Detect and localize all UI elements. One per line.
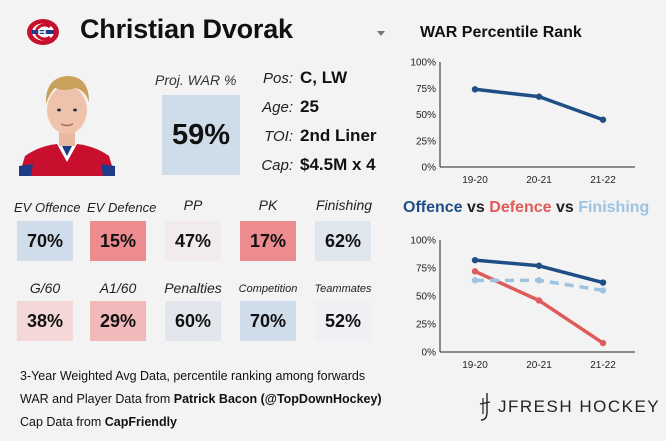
pk-label: PK: [258, 197, 278, 213]
brand-name: JFRESH HOCKEY: [498, 397, 661, 416]
y-tick-label: 25%: [416, 320, 436, 331]
title-finishing: Finishing: [578, 199, 650, 216]
y-tick-label: 50%: [416, 292, 436, 303]
war-percentile-chart: 0% 25% 50% 75% 100% 19-20 20-21 21-22: [410, 58, 635, 186]
x-tick-label: 21-22: [590, 360, 616, 370]
position-label: Pos:: [262, 70, 293, 87]
y-tick-label: 100%: [410, 236, 436, 247]
title-defence: Defence: [489, 199, 552, 216]
data-point-finishing: [471, 277, 479, 284]
penalties-label: Penalties: [164, 280, 222, 296]
caret-down-icon[interactable]: [377, 31, 385, 36]
proj-war-value: 59%: [162, 95, 240, 175]
data-point-war: [471, 86, 479, 93]
x-tick-label: 19-20: [462, 175, 488, 186]
x-tick-label: 21-22: [590, 175, 616, 186]
g60-value: 38%: [17, 301, 73, 341]
title-vs-1: vs: [462, 199, 490, 216]
teammates-label: Teammates: [314, 283, 372, 295]
title-vs-2: vs: [551, 199, 579, 216]
footer-cap-credit: CapFriendly: [104, 415, 178, 429]
y-tick-label: 50%: [416, 110, 436, 121]
y-tick-label: 75%: [416, 264, 436, 275]
data-point-finishing: [599, 287, 607, 294]
footer-note: 3-Year Weighted Avg Data, percentile ran…: [20, 369, 366, 383]
data-point-offence: [535, 262, 543, 269]
y-tick-label: 0%: [422, 163, 437, 174]
ev-defence-label: EV Defence: [87, 200, 157, 215]
ev-defence-value: 15%: [90, 221, 146, 261]
data-point-war: [535, 93, 543, 100]
footer-cap-prefix: Cap Data from: [20, 415, 105, 429]
position-value: C, LW: [300, 68, 348, 87]
data-point-defence: [535, 297, 543, 304]
pp-label: PP: [183, 197, 203, 213]
war-chart-title: WAR Percentile Rank: [420, 24, 582, 41]
finishing-value: 62%: [315, 221, 371, 261]
ev-offence-label: EV Offence: [14, 200, 81, 215]
pk-value: 17%: [240, 221, 296, 261]
toi-value: 2nd Liner: [300, 126, 377, 145]
brand: JFRESH HOCKEY: [478, 392, 660, 422]
pp-value: 47%: [165, 221, 221, 261]
toi-label: TOI:: [264, 128, 293, 145]
age-label: Age:: [262, 99, 293, 116]
y-tick-label: 0%: [422, 348, 437, 359]
footer-war-prefix: WAR and Player Data from: [20, 392, 174, 406]
competition-label: Competition: [238, 283, 298, 295]
cap-value: $4.5M x 4: [300, 155, 376, 174]
ev-offence-value: 70%: [17, 221, 73, 261]
data-point-war: [599, 116, 607, 123]
footer-war-source: WAR and Player Data from Patrick Bacon (…: [20, 392, 382, 406]
title-offence: Offence: [403, 199, 463, 216]
data-point-defence: [599, 339, 607, 347]
g60-label: G/60: [29, 280, 61, 296]
y-tick-label: 25%: [416, 136, 436, 147]
y-tick-label: 100%: [410, 58, 436, 69]
finishing-label: Finishing: [315, 197, 373, 213]
jfresh-logo-icon: [479, 393, 491, 421]
age-value: 25: [300, 97, 319, 116]
x-tick-label: 19-20: [462, 360, 488, 370]
a160-label: A1/60: [99, 280, 137, 296]
penalties-value: 60%: [165, 301, 221, 341]
data-point-defence: [471, 268, 479, 275]
data-point-offence: [599, 279, 607, 286]
a160-value: 29%: [90, 301, 146, 341]
x-tick-label: 20-21: [526, 360, 552, 370]
data-point-finishing: [535, 277, 543, 284]
proj-war-label: Proj. WAR %: [155, 72, 237, 88]
player-portrait: [19, 76, 115, 176]
teammates-value: 52%: [315, 301, 371, 341]
y-tick-label: 75%: [416, 84, 436, 95]
offence-defence-finishing-chart: 0% 25% 50% 75% 100% 19-20 20-21 21-22: [410, 236, 635, 370]
data-point-offence: [471, 256, 479, 264]
footer-war-credit: Patrick Bacon (@TopDownHockey): [173, 392, 382, 406]
footer-cap-source: Cap Data from CapFriendly: [20, 415, 177, 429]
canadiens-logo-icon: [27, 19, 59, 45]
cap-label: Cap:: [261, 157, 293, 174]
player-name: Christian Dvorak: [80, 14, 293, 44]
x-tick-label: 20-21: [526, 175, 552, 186]
competition-value: 70%: [240, 301, 296, 341]
offence-defence-finishing-title: Offence vs Defence vs Finishing: [403, 199, 649, 217]
